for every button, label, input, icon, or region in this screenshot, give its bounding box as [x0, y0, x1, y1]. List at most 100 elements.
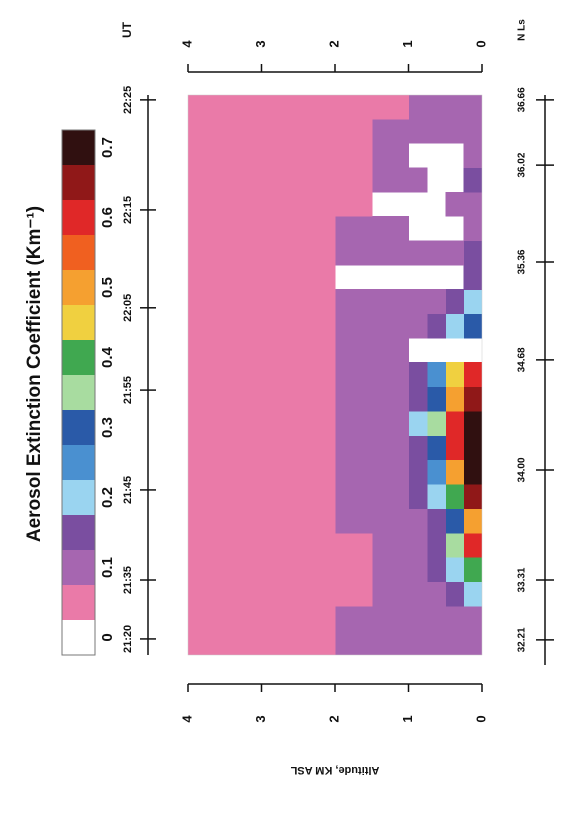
heatmap-cell: [261, 143, 336, 169]
heatmap-cell: [261, 95, 336, 120]
heatmap-cell: [335, 191, 373, 217]
heatmap-cell: [261, 483, 336, 509]
colorbar-cell: [62, 234, 95, 270]
heatmap-cell: [445, 459, 465, 485]
heatmap-cell: [261, 557, 336, 582]
y-tick-label: 0: [473, 40, 488, 47]
heatmap-cell: [463, 240, 482, 266]
heatmap-cell: [426, 435, 446, 461]
heatmap-cell: [463, 410, 482, 436]
y-tick-label: 1: [400, 40, 415, 47]
heatmap-cell: [371, 240, 410, 266]
colorbar-cell: [62, 374, 95, 410]
heatmap-cell: [335, 289, 373, 315]
heatmap-cell: [371, 167, 410, 193]
heatmap-cell: [261, 581, 336, 607]
colorbar-cell: [62, 164, 95, 200]
heatmap-cell: [335, 95, 373, 120]
heatmap-cell: [445, 557, 465, 582]
heatmap-cell: [445, 605, 465, 631]
heatmap-cell: [261, 337, 336, 363]
heatmap-cell: [408, 581, 428, 607]
x-tick-label: 21:45: [122, 476, 134, 504]
heatmap-cell: [371, 630, 410, 655]
colorbar-cell: [62, 514, 95, 550]
colorbar-tick-label: 0.1: [99, 557, 116, 578]
heatmap-cell: [445, 240, 465, 266]
heatmap-cell: [445, 386, 465, 412]
heatmap-cell: [371, 581, 410, 607]
heatmap-cell: [188, 95, 263, 120]
heatmap-cell: [445, 95, 465, 120]
heatmap-cell: [335, 459, 373, 485]
heatmap-cell: [188, 435, 263, 461]
heatmap-cell: [371, 313, 410, 339]
heatmap-cell: [188, 557, 263, 582]
colorbar-cell: [62, 619, 95, 655]
heatmap-cell: [408, 459, 428, 485]
heatmap-cell: [445, 435, 465, 461]
x-axis-label: UT: [120, 21, 134, 38]
heatmap-cell: [463, 289, 482, 315]
heatmap-cell: [188, 410, 263, 436]
heatmap-cell: [445, 483, 465, 509]
heatmap-cell: [408, 95, 428, 120]
heatmap-cell: [261, 264, 336, 290]
heatmap-cell: [261, 118, 336, 144]
heatmap-cell: [335, 581, 373, 607]
heatmap-cell: [371, 216, 410, 242]
y-axis-label: Altitude, KM ASL: [290, 764, 379, 776]
colorbar-tick-label: 0.2: [99, 487, 116, 508]
heatmap-cell: [335, 337, 373, 363]
heatmap-cell: [188, 362, 263, 388]
colorbar-cell: [62, 584, 95, 620]
heatmap-cell: [261, 216, 336, 242]
heatmap-cell: [188, 118, 263, 144]
heatmap-cell: [261, 605, 336, 631]
heatmap-cell: [371, 483, 410, 509]
heatmap-cell: [335, 532, 373, 558]
heatmap-cell: [188, 289, 263, 315]
heatmap-cell: [335, 216, 373, 242]
colorbar-cell: [62, 549, 95, 585]
x2-tick-label: 36.66: [517, 87, 528, 112]
heatmap-cell: [426, 118, 446, 144]
heatmap-cell: [408, 240, 428, 266]
heatmap-cell: [408, 532, 428, 558]
colorbar-tick-label: 0.7: [99, 137, 116, 158]
heatmap-cell: [408, 483, 428, 509]
y-tick-label: 4: [179, 715, 194, 723]
heatmap-cell: [188, 143, 263, 169]
x2-tick-label: 32.21: [517, 627, 528, 652]
heatmap-cell: [261, 386, 336, 412]
heatmap-cell: [426, 557, 446, 582]
heatmap-cell: [261, 167, 336, 193]
colorbar-cell: [62, 304, 95, 340]
heatmap-cell: [261, 508, 336, 534]
heatmap-cell: [188, 386, 263, 412]
y-tick-label: 4: [179, 40, 194, 48]
heatmap-cell: [261, 435, 336, 461]
heatmap-cell: [426, 459, 446, 485]
heatmap-cell: [335, 362, 373, 388]
colorbar-cell: [62, 479, 95, 515]
heatmap-cell: [426, 313, 446, 339]
x2-tick-label: 34.68: [517, 347, 528, 372]
heatmap-cell: [445, 313, 465, 339]
heatmap-cell: [463, 435, 482, 461]
heatmap-cell: [371, 386, 410, 412]
x-tick-label: 22:25: [122, 86, 134, 114]
colorbar-border: [61, 129, 96, 656]
heatmap-cell: [335, 483, 373, 509]
heatmap-cell: [426, 240, 446, 266]
heatmap-cell: [335, 630, 373, 655]
colorbar-tick-label: 0.6: [99, 207, 116, 228]
heatmap-cell: [335, 313, 373, 339]
heatmap-cell: [261, 362, 336, 388]
heatmap-cell: [426, 532, 446, 558]
heatmap-cell: [335, 557, 373, 582]
x2-tick-label: 34.00: [517, 457, 528, 482]
heatmap-cell: [188, 313, 263, 339]
